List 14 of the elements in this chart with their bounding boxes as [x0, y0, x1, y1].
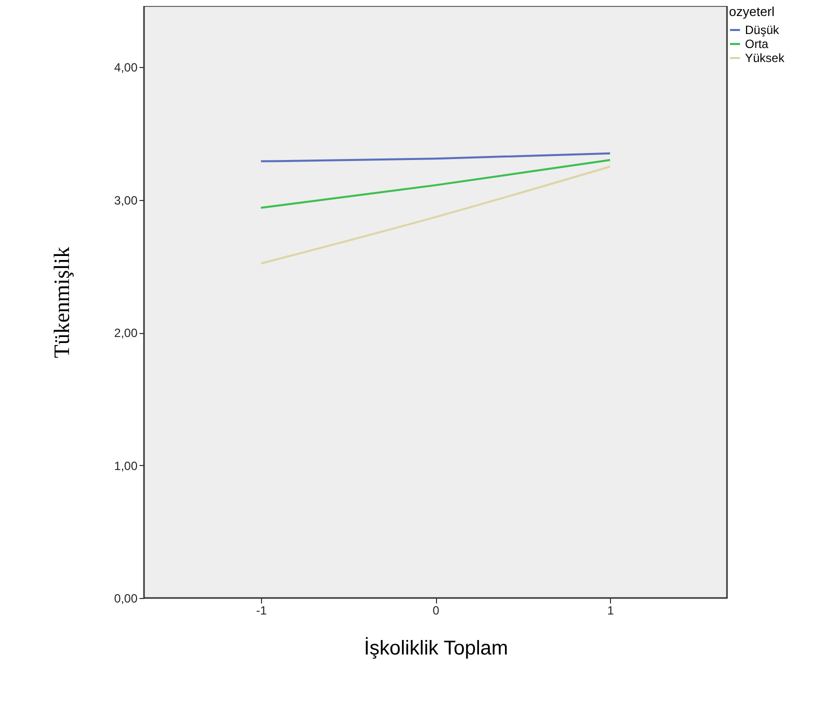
y-tick-label: 1,00	[114, 458, 138, 473]
y-tick-label: 0,00	[114, 592, 138, 606]
y-tick-label: 4,00	[114, 60, 138, 75]
y-tick-label: 3,00	[114, 193, 138, 208]
x-tick-label: -1	[256, 604, 268, 618]
x-axis-title: İşkoliklik Toplam	[364, 636, 508, 660]
legend-title: ozyeterl	[729, 4, 775, 19]
x-tick-label: 0	[432, 604, 440, 618]
y-tick-label: 2,00	[114, 326, 138, 340]
legend-label: Yüksek	[745, 51, 786, 65]
x-tick-label: 1	[607, 604, 614, 618]
legend-label: Düşük	[745, 23, 780, 37]
y-axis-title: Tükenmişlik	[49, 246, 74, 358]
legend-label: Orta	[745, 37, 769, 51]
